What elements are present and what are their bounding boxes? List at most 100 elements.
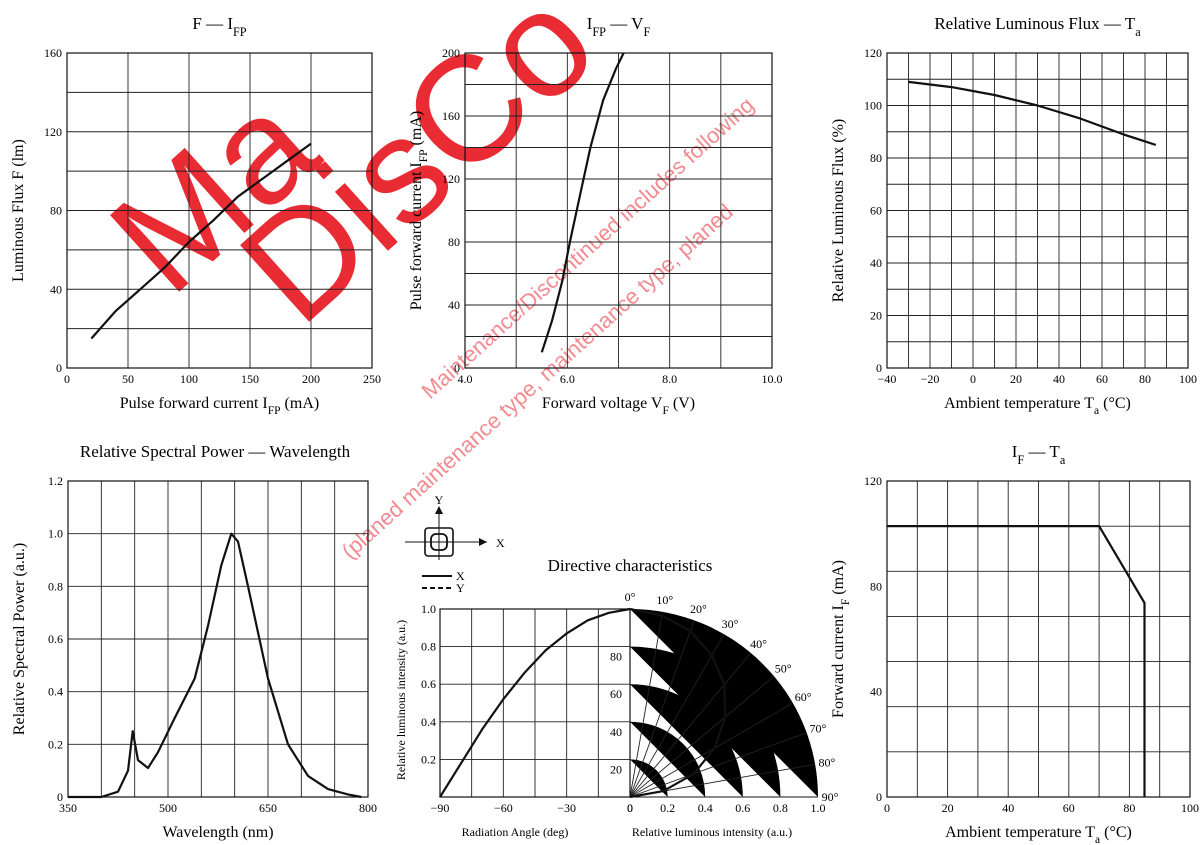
directive-left-xtick: 0 — [627, 801, 633, 815]
directive-angle-label-part: 20° — [690, 602, 707, 616]
ifp-vs-vf-xlabel: Forward voltage VF (V) — [542, 395, 695, 417]
ifp-vs-vf-grid — [465, 53, 772, 368]
directive-angle-label: 80° — [819, 755, 836, 769]
flux-vs-ta-grid — [887, 53, 1188, 368]
led-y-axis-label: Y — [435, 493, 444, 507]
if-vs-ta-ylabel: Forward current IF (mA) — [830, 560, 852, 718]
directive-left-xtick-part: −60 — [494, 801, 513, 815]
chart-spectrum: 350 500 650 800 0 0.2 0.4 0.6 0.8 1.0 1.2 Relative … — [11, 442, 377, 841]
spectrum-xtick-part: 500 — [159, 801, 177, 815]
directive-angle-label: 0° — [625, 590, 636, 604]
spectrum-xtick: 650 — [259, 801, 277, 815]
spectrum-ytick-part: 1.2 — [48, 474, 63, 488]
flux-vs-ta-ytick: 0 — [876, 361, 882, 375]
legend-y-label-part: Y — [456, 581, 465, 595]
flux-vs-ifp-xtick: 150 — [241, 372, 259, 386]
flux-vs-ta-ytick-part: 20 — [870, 309, 882, 323]
ifp-vs-vf-xtick-part: 10.0 — [762, 372, 783, 386]
directive-polar-grid — [629, 609, 818, 798]
if-vs-ta-title: IF — Ta — [1012, 442, 1066, 467]
spectrum-xlabel: Wavelength (nm) — [162, 824, 273, 841]
if-vs-ta-ytick-part: 40 — [870, 685, 882, 699]
directive-inner-label: 80 — [610, 650, 622, 664]
if-vs-ta-xtick: 60 — [1063, 801, 1075, 815]
flux-vs-ta-series-line — [908, 80, 1157, 146]
ifp-vs-vf-series-line — [540, 52, 625, 353]
flux-vs-ifp-xtick: 100 — [180, 372, 198, 386]
directive-ylabel: Relative luminous intensity (a.u.) — [394, 620, 408, 780]
directive-spoke — [629, 633, 725, 798]
spectrum-ytick-part: 1.0 — [48, 527, 63, 541]
ifp-vs-vf-title-part: F — [643, 25, 650, 39]
legend-y-label: Y — [456, 581, 465, 595]
spectrum-ytick-part: 0.4 — [48, 685, 63, 699]
flux-vs-ifp-ytick: 40 — [50, 282, 62, 296]
spectrum-ytick: 0 — [57, 790, 63, 804]
flux-vs-ta-xtick-part: 60 — [1096, 372, 1108, 386]
ifp-vs-vf-xtick-part: 8.0 — [662, 372, 677, 386]
directive-right-xtick-part: 0.2 — [660, 801, 675, 815]
flux-vs-ta-ytick-part: 120 — [864, 46, 882, 60]
flux-vs-ta-xtick: 40 — [1053, 372, 1065, 386]
ifp-vs-vf-xlabel-part: (V) — [669, 395, 695, 412]
flux-vs-ta-frame — [886, 52, 1189, 369]
led-x-axis-label-part: X — [496, 536, 505, 550]
led-y-axis-label-part: Y — [435, 493, 444, 507]
if-vs-ta-xtick: 100 — [1181, 801, 1199, 815]
chart-flux-vs-ta: −40 −20 0 20 40 60 80 100 0 20 40 60 80 100 120 Relativ… — [830, 14, 1197, 417]
directive-right-xtick-part: 0.8 — [773, 801, 788, 815]
directive-right-xtick: 0 — [627, 801, 633, 815]
if-vs-ta-frame — [886, 480, 1191, 798]
if-vs-ta-xlabel-part: Ambient temperature T — [945, 824, 1095, 841]
flux-vs-ifp-ytick: 160 — [44, 46, 62, 60]
directive-inner-label-part: 60 — [610, 687, 622, 701]
led-x-arrow — [479, 538, 487, 546]
flux-vs-ta-xtick-part: 0 — [970, 372, 976, 386]
directive-right-xtick: 0.2 — [660, 801, 675, 815]
directive-title: Directive characteristics — [548, 556, 713, 575]
directive-ytick: 0.6 — [421, 677, 436, 691]
if-vs-ta-xtick-part: 100 — [1181, 801, 1199, 815]
flux-vs-ta-ytick-part: 40 — [870, 256, 882, 270]
flux-vs-ifp-xlabel-part: Pulse forward current I — [120, 395, 268, 412]
if-vs-ta-xtick: 0 — [884, 801, 890, 815]
directive-angle-label-part: 40° — [750, 637, 767, 651]
directive-ytick-part: 0.6 — [421, 677, 436, 691]
spectrum-frame — [67, 480, 369, 798]
spectrum-ylabel-part: Relative Spectral Power (a.u.) — [11, 543, 28, 735]
ifp-vs-vf-title-part: I — [587, 14, 593, 33]
ifp-vs-vf-xlabel-part: F — [662, 405, 668, 417]
ifp-vs-vf-title-part: FP — [592, 25, 606, 39]
directive-inner-label: 20 — [610, 762, 622, 776]
flux-vs-ta-ytick: 40 — [870, 256, 882, 270]
if-vs-ta-title-part: F — [1017, 453, 1024, 467]
if-vs-ta-xtick: 40 — [1002, 801, 1014, 815]
flux-vs-ta-title: Relative Luminous Flux — Ta — [934, 14, 1141, 39]
flux-vs-ifp-ytick-part: 0 — [56, 361, 62, 375]
ifp-vs-vf-xtick: 10.0 — [762, 372, 783, 386]
spectrum-ytick: 0.4 — [48, 685, 63, 699]
if-vs-ta-xlabel-part: (°C) — [1100, 824, 1132, 841]
spectrum-ytick: 1.2 — [48, 474, 63, 488]
flux-vs-ifp-xlabel-part: (mA) — [281, 395, 320, 412]
ifp-vs-vf-ytick: 40 — [448, 298, 460, 312]
directive-frame — [439, 608, 631, 798]
flux-vs-ta-xtick: 20 — [1010, 372, 1022, 386]
flux-vs-ifp-ylabel: Luminous Flux F (lm) — [10, 139, 27, 282]
flux-vs-ifp-frame — [66, 52, 373, 369]
if-vs-ta-xtick: 80 — [1123, 801, 1135, 815]
ifp-vs-vf-ytick: 80 — [448, 235, 460, 249]
flux-vs-ta-xtick-part: 40 — [1053, 372, 1065, 386]
flux-vs-ifp-ytick-part: 120 — [44, 125, 62, 139]
chart-directive: −90 −60 −30 00 0.2 0.4 0.6 0.8 1.00.20.40.60.81.… — [394, 493, 839, 839]
if-vs-ta-ytick: 80 — [870, 579, 882, 593]
ifp-vs-vf-ytick-part: 80 — [448, 235, 460, 249]
led-x-axis-label: X — [496, 536, 505, 550]
directive-right-xtick-part: 1.0 — [811, 801, 826, 815]
if-vs-ta-ylabel-part: F — [840, 599, 852, 605]
flux-vs-ifp-xtick: 200 — [302, 372, 320, 386]
ifp-vs-vf-ytick-part: 160 — [442, 109, 460, 123]
spectrum-ytick-part: 0 — [57, 790, 63, 804]
